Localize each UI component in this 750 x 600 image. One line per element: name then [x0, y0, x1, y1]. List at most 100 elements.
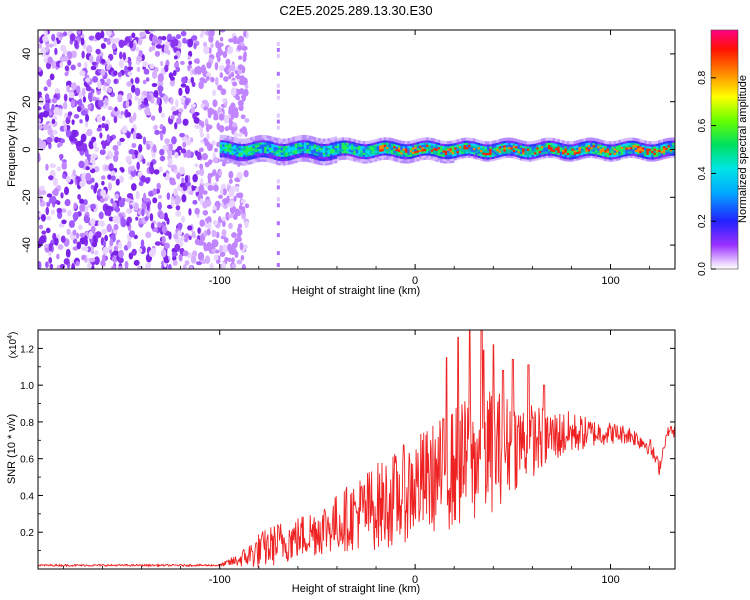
spectrogram-band-cell [583, 140, 586, 144]
spectrogram-band-cell [374, 149, 378, 154]
spectrogram-band-cell [637, 138, 640, 142]
spectrogram-band-cell [529, 147, 532, 151]
spectrogram-band-cell [540, 153, 544, 157]
spectrogram-band-cell [219, 143, 223, 147]
spectrogram-noise-cell [84, 246, 89, 252]
spectrogram-y-tick-label: 0 [21, 146, 33, 152]
spectrogram-band-cell [646, 145, 650, 149]
spectrogram-noise-cell [135, 46, 140, 52]
spectrogram-band-cell [236, 151, 239, 155]
spectrogram-x-tick-label: 100 [601, 275, 619, 287]
spectrogram-noise-cell [200, 120, 205, 128]
spectrogram-band-cell [585, 146, 589, 150]
spectrogram-band-cell [278, 153, 281, 157]
spectrogram-band-cell [259, 137, 263, 141]
spectrogram-band-cell [376, 140, 380, 144]
spectrogram-band-cell [587, 143, 591, 148]
spectrogram-band-cell [571, 151, 575, 156]
spectrogram-noise-cell [118, 59, 124, 68]
spectrogram-band-cell [562, 144, 565, 148]
spectrogram-band-cell [536, 142, 539, 146]
spectrogram-noise-cell [105, 30, 112, 37]
spectrogram-band-cell [416, 155, 420, 160]
spectrogram-noise-cell [203, 106, 208, 111]
spectrogram-noise-cell [148, 249, 156, 258]
colorbar-tick-label: 0.6 [697, 118, 708, 132]
spectrogram-band-cell [557, 152, 560, 156]
spectrogram-band-cell [404, 141, 408, 145]
spectrogram-band-cell [275, 157, 279, 161]
spectrogram-band-cell [475, 149, 478, 153]
spectrogram-band-cell [416, 153, 420, 157]
spectrogram-band-cell [231, 141, 235, 145]
spectrogram-band-cell [461, 148, 464, 152]
spectrogram-band-cell [583, 153, 586, 157]
spectrogram-band-cell [325, 147, 328, 151]
spectrogram-band-cell [489, 147, 492, 151]
spectrogram-band-cell [569, 154, 572, 158]
spectrogram-band-cell [247, 161, 251, 165]
spectrogram-band-cell [247, 159, 251, 163]
spectrogram-band-cell [358, 144, 361, 148]
spectrogram-noise-cell [81, 254, 86, 261]
spectrogram-band-cell [630, 154, 633, 158]
spectrogram-band-cell [409, 151, 413, 155]
spectrogram-band-cell [627, 150, 631, 154]
spectrogram-band-cell [271, 158, 274, 162]
spectrogram-noise-cell [77, 145, 83, 152]
spectrogram-band-cell [562, 157, 565, 161]
spectrogram-band-cell [287, 155, 291, 159]
spectrogram-noise-cell [189, 265, 194, 269]
spectrogram-band-cell [505, 143, 509, 148]
spectrogram-band-cell [236, 146, 239, 150]
spectrogram-noise-cell [231, 232, 237, 238]
spectrogram-band-cell [456, 139, 460, 143]
spectrogram-noise-cell [194, 207, 200, 215]
spectrogram-noise-cell [101, 175, 106, 180]
spectrogram-noise-cell [75, 260, 80, 267]
spectrogram-band-cell [222, 149, 225, 154]
spectrogram-band-cell [526, 158, 530, 162]
spectrogram-band-cell [311, 138, 314, 142]
spectrogram-noise-cell [45, 163, 49, 171]
spectrogram-noise-cell [231, 122, 238, 128]
spectrogram-band-cell [587, 139, 591, 143]
spectrogram-band-cell [543, 142, 546, 146]
spectrogram-band-cell [594, 144, 598, 148]
spectrogram-band-cell [522, 151, 525, 155]
spectrogram-band-cell [494, 148, 497, 153]
spectrogram-band-cell [620, 145, 624, 149]
spectrogram-band-cell [505, 146, 509, 150]
spectrogram-band-cell [578, 141, 582, 145]
spectrogram-noise-cell [170, 198, 175, 208]
spectrogram-noise-cell [121, 197, 126, 203]
spectrogram-noise-cell [149, 213, 154, 222]
spectrogram-noise-cell [117, 257, 124, 264]
spectrogram-noise-cell [130, 84, 136, 94]
spectrogram-band-cell [611, 149, 614, 154]
spectrogram-band-cell [484, 156, 488, 160]
spectrogram-band-cell [599, 148, 603, 152]
spectrogram-band-cell [397, 142, 401, 146]
spectrogram-noise-cell [102, 141, 107, 150]
spectrogram-noise-cell [230, 257, 235, 264]
spectrogram-band-cell [655, 144, 659, 149]
spectrogram-band-cell [383, 139, 387, 143]
spectrogram-band-cell [259, 156, 263, 160]
spectrogram-noise-cell [100, 189, 107, 197]
spectrogram-noise-cell [66, 85, 71, 93]
spectrogram-band-cell [348, 148, 352, 152]
spectrogram-band-cell [264, 147, 267, 152]
spectrogram-band-cell [355, 146, 359, 150]
spectrogram-band-cell [304, 141, 307, 145]
spectrogram-band-cell [468, 150, 471, 154]
spectrogram-band-cell [254, 142, 258, 146]
spectrogram-band-cell [529, 145, 532, 149]
spectrogram-band-cell [318, 153, 321, 157]
spectrogram-noise-cell [128, 60, 132, 67]
spectrogram-band-cell [444, 158, 448, 162]
spectrogram-band-cell [226, 146, 230, 150]
spectrogram-band-cell [236, 142, 239, 146]
spectrogram-band-cell [559, 154, 563, 159]
